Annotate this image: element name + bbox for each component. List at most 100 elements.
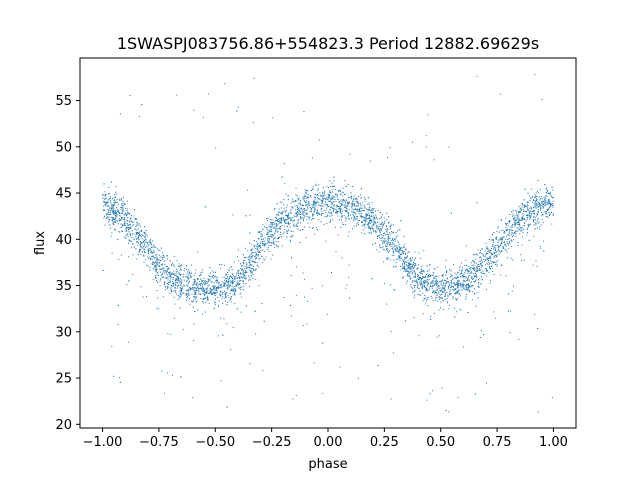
scatter-point bbox=[145, 259, 147, 261]
scatter-point bbox=[466, 280, 468, 282]
scatter-point bbox=[268, 225, 270, 227]
scatter-point bbox=[424, 285, 426, 287]
scatter-point bbox=[340, 203, 342, 205]
scatter-point bbox=[298, 209, 300, 211]
scatter-point bbox=[407, 268, 409, 270]
scatter-point bbox=[235, 284, 237, 286]
scatter-point bbox=[442, 276, 444, 278]
scatter-point bbox=[180, 287, 182, 289]
scatter-point bbox=[105, 217, 107, 219]
scatter-point bbox=[361, 215, 363, 217]
scatter-point bbox=[273, 243, 275, 245]
scatter-point bbox=[388, 221, 390, 223]
scatter-point bbox=[239, 287, 241, 289]
scatter-point bbox=[186, 294, 188, 296]
scatter-point bbox=[475, 275, 477, 277]
scatter-point bbox=[176, 287, 178, 289]
scatter-point bbox=[505, 275, 507, 277]
scatter-point bbox=[534, 194, 536, 196]
scatter-point bbox=[263, 258, 265, 260]
scatter-point bbox=[484, 255, 486, 257]
scatter-point bbox=[345, 216, 347, 218]
scatter-point bbox=[430, 318, 432, 320]
scatter-point bbox=[155, 265, 157, 267]
scatter-point bbox=[545, 213, 547, 215]
scatter-point bbox=[214, 286, 216, 288]
scatter-point bbox=[110, 203, 112, 205]
scatter-point bbox=[187, 275, 189, 277]
scatter-point bbox=[392, 238, 394, 240]
scatter-point bbox=[549, 205, 551, 207]
scatter-point bbox=[106, 217, 108, 219]
scatter-point bbox=[220, 291, 222, 293]
scatter-point bbox=[138, 235, 140, 237]
scatter-point bbox=[537, 210, 539, 212]
scatter-point bbox=[438, 292, 440, 294]
scatter-point bbox=[136, 229, 138, 231]
scatter-point bbox=[373, 216, 375, 218]
scatter-point bbox=[138, 232, 140, 234]
scatter-point bbox=[413, 286, 415, 288]
scatter-point bbox=[192, 397, 194, 399]
scatter-point bbox=[381, 234, 383, 236]
scatter-point bbox=[244, 247, 246, 249]
scatter-point bbox=[122, 208, 124, 210]
scatter-point bbox=[395, 262, 397, 264]
scatter-point bbox=[521, 217, 523, 219]
scatter-point bbox=[347, 201, 349, 203]
scatter-point bbox=[139, 230, 141, 232]
scatter-point bbox=[188, 293, 190, 295]
scatter-point bbox=[500, 242, 502, 244]
scatter-point bbox=[442, 283, 444, 285]
scatter-point bbox=[232, 273, 234, 275]
scatter-point bbox=[277, 220, 279, 222]
scatter-point bbox=[368, 208, 370, 210]
scatter-point bbox=[348, 201, 350, 203]
scatter-point bbox=[483, 261, 485, 263]
scatter-point bbox=[420, 272, 422, 274]
scatter-point bbox=[112, 208, 114, 210]
scatter-point bbox=[308, 202, 310, 204]
scatter-point bbox=[108, 221, 110, 223]
scatter-point bbox=[138, 251, 140, 252]
scatter-point bbox=[490, 252, 492, 254]
scatter-point bbox=[250, 264, 252, 266]
scatter-point bbox=[277, 230, 279, 232]
scatter-point bbox=[473, 267, 475, 269]
scatter-point bbox=[302, 196, 304, 198]
scatter-point bbox=[312, 186, 314, 188]
scatter-point bbox=[139, 241, 141, 243]
scatter-point bbox=[434, 269, 436, 271]
scatter-point bbox=[457, 284, 459, 286]
scatter-point bbox=[433, 292, 435, 294]
scatter-point bbox=[526, 234, 528, 236]
scatter-point bbox=[532, 220, 534, 222]
scatter-point bbox=[495, 247, 497, 249]
scatter-point bbox=[500, 230, 502, 232]
scatter-point bbox=[501, 239, 503, 241]
scatter-point bbox=[110, 211, 112, 213]
scatter-point bbox=[224, 297, 226, 299]
scatter-point bbox=[143, 248, 145, 250]
scatter-point bbox=[426, 273, 428, 275]
scatter-point bbox=[364, 227, 366, 229]
scatter-point bbox=[249, 255, 251, 257]
scatter-point bbox=[339, 189, 341, 191]
scatter-point bbox=[382, 243, 384, 245]
scatter-point bbox=[432, 300, 434, 302]
scatter-point bbox=[368, 226, 370, 228]
scatter-point bbox=[107, 209, 109, 211]
scatter-point bbox=[167, 283, 169, 285]
scatter-point bbox=[454, 316, 456, 318]
scatter-point bbox=[290, 315, 292, 317]
scatter-point bbox=[479, 269, 481, 271]
scatter-point bbox=[413, 291, 415, 293]
scatter-point bbox=[535, 215, 537, 217]
scatter-point bbox=[313, 196, 315, 198]
scatter-point bbox=[153, 244, 155, 246]
scatter-point bbox=[426, 399, 428, 401]
scatter-point bbox=[410, 277, 412, 279]
scatter-point bbox=[128, 212, 130, 214]
scatter-point bbox=[448, 288, 450, 290]
scatter-point bbox=[382, 236, 384, 238]
